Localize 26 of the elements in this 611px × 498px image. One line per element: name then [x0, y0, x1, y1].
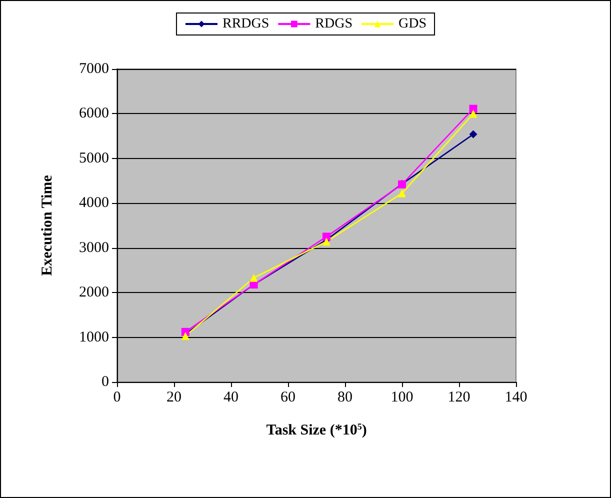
point — [322, 232, 330, 241]
point — [469, 110, 478, 118]
y-tick-label: 2000 — [79, 284, 109, 301]
y-tick-label: 1000 — [79, 329, 109, 346]
x-tick-label: 140 — [504, 390, 528, 406]
x-tick-label: 0 — [113, 390, 121, 406]
x-tick-label: 80 — [338, 390, 352, 406]
point — [469, 104, 478, 113]
legend-label: RRDGS — [222, 16, 270, 32]
point — [469, 130, 478, 138]
y-tick-label: 6000 — [79, 106, 109, 122]
x-tick-label: 20 — [166, 390, 182, 406]
y-tick-label: 7000 — [79, 61, 109, 77]
y-tick-label: 4000 — [79, 195, 109, 212]
y-tick-label: 5000 — [79, 150, 109, 166]
x-tick-label: 100 — [390, 390, 414, 406]
legend-label: GDS — [398, 16, 427, 32]
point — [250, 274, 258, 282]
point — [398, 189, 406, 198]
y-axis-title: Execution Time — [40, 174, 56, 276]
y-tick-label: 3000 — [79, 240, 109, 256]
x-tick-label: 40 — [224, 390, 238, 406]
legend-label: RDGS — [315, 16, 353, 32]
x-tick-label: 120 — [448, 390, 470, 406]
x-tick-label: 60 — [280, 390, 296, 406]
y-tick-label: 0 — [102, 374, 109, 390]
